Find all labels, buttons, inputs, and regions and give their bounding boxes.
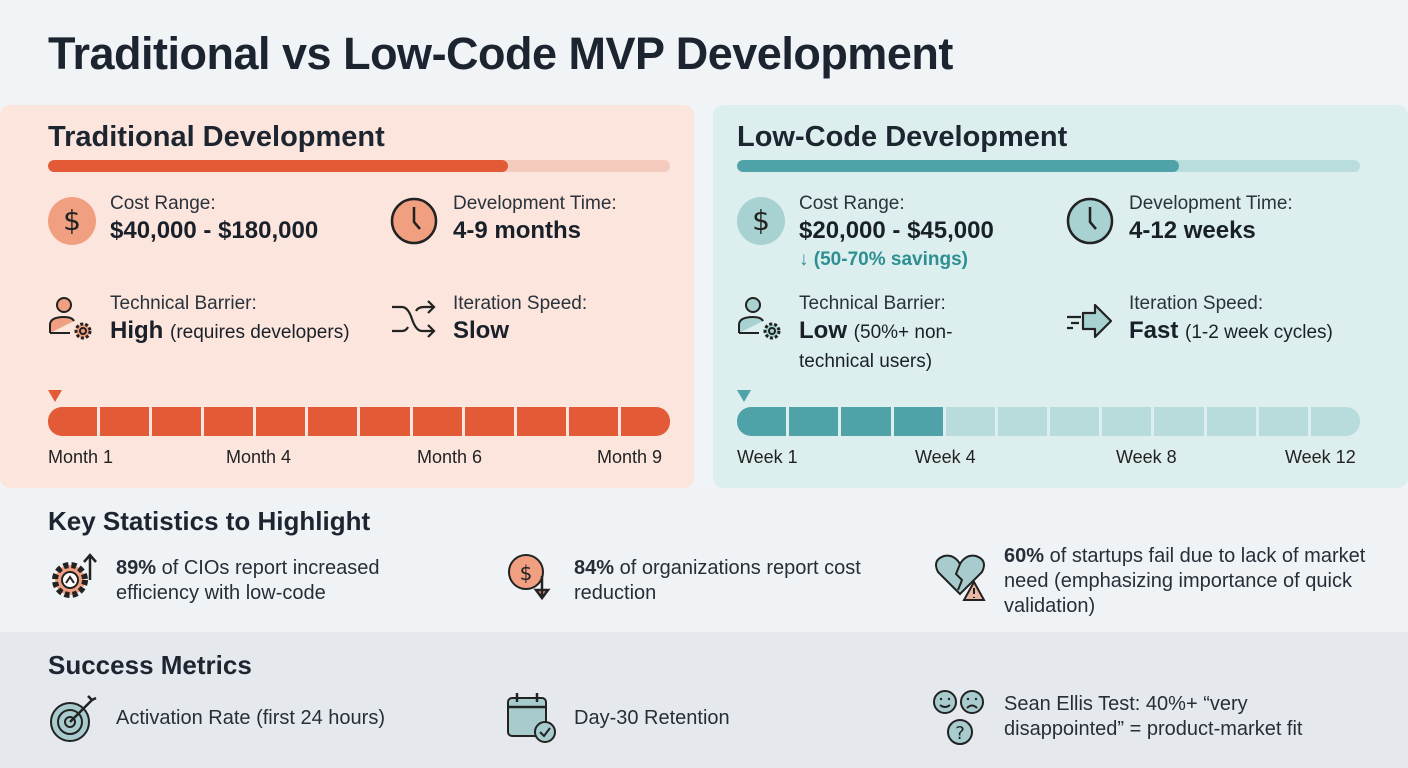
svg-text:?: ? [955, 723, 965, 744]
timeline-segment [464, 407, 514, 436]
timeline-bar [737, 407, 1360, 436]
timeline-marker [737, 390, 751, 402]
success-metrics-section: Success Metrics Activation Rate (first 2… [0, 632, 1408, 768]
cost-down-icon: $ [508, 554, 551, 601]
timeline-segment [737, 407, 787, 436]
timeline-segment [1206, 407, 1256, 436]
target-icon [50, 695, 97, 742]
calendar-check-icon [507, 693, 556, 743]
timeline-segment [841, 407, 891, 436]
timeline-tick: Month 4 [226, 447, 292, 467]
timeline-segment [360, 407, 410, 436]
timeline-segment [204, 407, 254, 436]
timeline-segment [412, 407, 462, 436]
panel-title: Low-Code Development [737, 121, 1068, 153]
svg-text:$: $ [63, 204, 81, 237]
barrier-note: (50%+ non-technical users) [799, 322, 953, 372]
fast-arrow-icon [1067, 303, 1113, 339]
stat-item: 60% of startups fail due to lack of mark… [1004, 545, 1366, 617]
dollar-icon: $ [737, 197, 785, 245]
timeline-tick: Week 4 [915, 447, 976, 467]
timeline-marker [48, 390, 62, 402]
time-value: 4-9 months [453, 217, 582, 244]
timeline-segment [568, 407, 618, 436]
speed-note: (1-2 week cycles) [1185, 322, 1333, 343]
key-statistics-section: Key Statistics to Highlight 89% of CIOs … [0, 490, 1408, 632]
svg-text:$: $ [752, 204, 770, 237]
speed-label: Iteration Speed: [453, 293, 588, 314]
timeline-bar [48, 407, 670, 436]
speed-label: Iteration Speed: [1129, 293, 1264, 314]
stat-item: 89% of CIOs report increased efficiency … [116, 557, 380, 604]
broken-heart-warning-icon [935, 554, 986, 601]
header-progress-bar [737, 160, 1360, 172]
clock-icon [1066, 197, 1114, 245]
section-heading: Success Metrics [48, 650, 252, 680]
cost-label: Cost Range: [799, 193, 905, 214]
svg-text:$: $ [520, 561, 533, 585]
timeline-segment [48, 407, 98, 436]
speed-value: Fast [1129, 317, 1179, 344]
barrier-note: (requires developers) [170, 322, 350, 343]
savings-note: ↓ (50-70% savings) [799, 249, 968, 270]
timeline-tick: Week 8 [1116, 447, 1177, 467]
page-title: Traditional vs Low-Code MVP Development [48, 28, 953, 79]
timeline-tick: Month 9 [597, 447, 663, 467]
cost-value: $20,000 - $45,000 [799, 217, 994, 244]
section-heading: Key Statistics to Highlight [48, 506, 371, 536]
timeline-tick: Month 6 [417, 447, 483, 467]
stat-item: 84% of organizations report cost reducti… [574, 557, 861, 604]
metric-item: Activation Rate (first 24 hours) [116, 707, 385, 729]
speed-value: Slow [453, 317, 510, 344]
barrier-value: High [110, 317, 164, 344]
timeline-segment [1102, 407, 1152, 436]
time-label: Development Time: [453, 193, 617, 214]
panel-title: Traditional Development [48, 121, 385, 153]
timeline-segment [1310, 407, 1360, 436]
time-value: 4-12 weeks [1129, 217, 1256, 244]
timeline-segment [1154, 407, 1204, 436]
timeline-segment [1258, 407, 1308, 436]
timeline-segment [1050, 407, 1100, 436]
metric-item: Day-30 Retention [574, 707, 730, 729]
timeline-segment [893, 407, 943, 436]
timeline-tick: Week 12 [1285, 447, 1356, 467]
clock-icon [390, 197, 438, 245]
lowcode-panel: Low-Code Development $ Cost Range: $20,0… [713, 105, 1408, 488]
timeline-segment [997, 407, 1048, 436]
timeline-segment [945, 407, 995, 436]
gear-growth-icon [52, 553, 97, 598]
metric-item: Sean Ellis Test: 40%+ “very disappointed… [1004, 693, 1303, 740]
timeline-segment [516, 407, 566, 436]
header-progress-bar [48, 160, 670, 172]
barrier-value: Low [799, 317, 847, 344]
timeline-segment [152, 407, 202, 436]
survey-faces-icon: ? [933, 690, 984, 745]
timeline-tick: Week 1 [737, 447, 798, 467]
barrier-label: Technical Barrier: [110, 293, 257, 314]
traditional-panel: Traditional Development $ Cost Range: $4… [0, 105, 694, 488]
timeline-segment [100, 407, 150, 436]
user-gear-icon [49, 297, 92, 340]
timeline-segment [620, 407, 670, 436]
time-label: Development Time: [1129, 193, 1293, 214]
cost-label: Cost Range: [110, 193, 216, 214]
barrier-label: Technical Barrier: [799, 293, 946, 314]
user-gear-icon [738, 297, 781, 340]
timeline-segment [789, 407, 839, 436]
dollar-icon: $ [48, 197, 96, 245]
shuffle-arrows-icon [392, 300, 436, 338]
cost-value: $40,000 - $180,000 [110, 217, 319, 244]
timeline-segment [256, 407, 306, 436]
timeline-segment [308, 407, 358, 436]
timeline-tick: Month 1 [48, 447, 114, 467]
